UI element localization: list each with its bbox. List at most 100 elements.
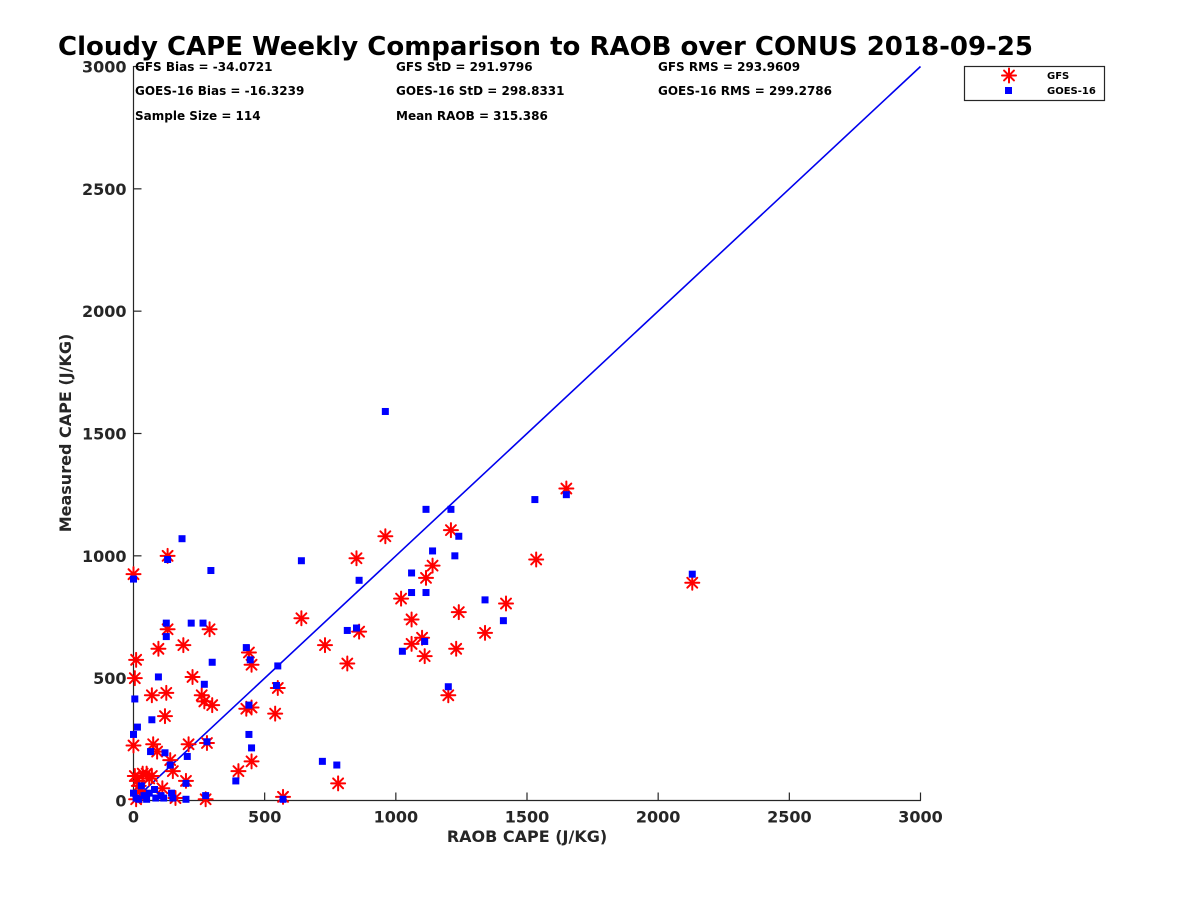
goes16-point: [187, 619, 195, 627]
goes16-point: [447, 505, 455, 513]
legend-gfs-label: GFS: [1047, 71, 1069, 82]
legend-goes16-label: GOES-16: [1047, 86, 1096, 97]
goes16-point: [147, 748, 155, 756]
goes16-point: [455, 532, 463, 540]
goes16-point: [208, 658, 216, 666]
y-tick-label: 0: [115, 792, 126, 811]
gfs-point: [267, 705, 284, 722]
gfs-point: [424, 557, 441, 574]
goes16-point: [531, 496, 539, 504]
gfs-point: [403, 635, 420, 652]
stat-gfs-rms: GFS RMS = 293.9609: [658, 60, 800, 74]
goes16-point: [408, 569, 416, 577]
legend-goes16-marker: [1005, 87, 1012, 94]
y-tick-label: 1500: [82, 425, 127, 444]
goes16-point: [274, 662, 282, 670]
stat-goes16-rms: GOES-16 RMS = 299.2786: [658, 84, 832, 98]
goes16-point: [279, 795, 287, 803]
goes16-point: [355, 576, 363, 584]
x-tick-label: 1000: [374, 808, 419, 827]
goes16-point: [451, 552, 459, 560]
goes16-point: [182, 779, 190, 787]
goes16-point: [481, 596, 489, 604]
goes16-point: [688, 570, 696, 578]
x-tick-label: 2500: [767, 808, 812, 827]
x-tick-label: 2000: [636, 808, 681, 827]
one-to-one-line: [132, 65, 922, 802]
stat-gfs-std: GFS StD = 291.9796: [396, 60, 533, 74]
goes16-point: [343, 626, 351, 634]
goes16-point: [242, 644, 250, 652]
goes16-point: [352, 624, 360, 632]
goes16-point: [499, 617, 507, 625]
goes16-point: [200, 680, 208, 688]
goes16-point: [245, 701, 253, 709]
stat-goes16-std: GOES-16 StD = 298.8331: [396, 84, 565, 98]
gfs-point: [442, 522, 459, 539]
goes16-point: [199, 619, 207, 627]
goes16-point: [422, 589, 430, 597]
gfs-point: [201, 621, 218, 638]
series-goes16-points: [130, 407, 696, 803]
goes16-point: [246, 656, 254, 664]
goes16-point: [152, 794, 160, 802]
gfs-point: [339, 655, 356, 672]
goes16-point: [202, 792, 210, 800]
goes16-point: [398, 647, 406, 655]
y-axis-label: Measured CAPE (J/KG): [56, 334, 75, 533]
gfs-point: [684, 574, 701, 591]
goes16-point: [166, 761, 174, 769]
goes16-point: [248, 744, 256, 752]
gfs-point: [128, 651, 145, 668]
gfs-point: [440, 687, 457, 704]
gfs-point: [330, 775, 347, 792]
gfs-point: [143, 768, 160, 785]
goes16-point: [135, 795, 143, 803]
gfs-point: [498, 595, 515, 612]
goes16-point: [422, 505, 430, 513]
x-tick-label: 1500: [505, 808, 550, 827]
gfs-point: [125, 737, 142, 754]
gfs-point: [158, 684, 175, 701]
gfs-point: [393, 590, 410, 607]
gfs-point: [175, 637, 192, 654]
goes16-point: [162, 619, 170, 627]
goes16-point: [333, 761, 341, 769]
gfs-point: [180, 736, 197, 753]
goes16-point: [421, 637, 429, 645]
reference-line: [132, 65, 922, 802]
y-tick-label: 3000: [82, 58, 127, 77]
goes16-point: [161, 749, 169, 757]
gfs-point: [243, 753, 260, 770]
goes16-point: [178, 535, 186, 543]
y-tick-label: 2500: [82, 180, 127, 199]
gfs-point: [403, 611, 420, 628]
goes16-point: [137, 782, 145, 790]
gfs-point: [204, 697, 221, 714]
gfs-point: [150, 640, 167, 657]
goes16-point: [130, 730, 137, 738]
goes16-point: [140, 792, 148, 800]
x-tick-label: 500: [248, 808, 281, 827]
goes16-point: [131, 695, 139, 703]
goes16-point: [148, 716, 156, 724]
y-tick-label: 2000: [82, 302, 127, 321]
y-ticks: 0 500 1000 1500 2000 2500 3000: [82, 58, 142, 811]
gfs-point: [184, 668, 201, 685]
goes16-point: [203, 738, 211, 746]
goes16-point: [444, 683, 452, 691]
goes16-point: [133, 723, 141, 731]
gfs-point: [143, 687, 160, 704]
goes16-point: [130, 575, 137, 583]
goes16-point: [297, 557, 305, 565]
gfs-point: [126, 670, 143, 687]
gfs-point: [416, 648, 433, 665]
y-tick-label: 1000: [82, 547, 127, 566]
stat-mean-raob: Mean RAOB = 315.386: [396, 109, 548, 123]
goes16-point: [169, 794, 177, 802]
goes16-point: [182, 795, 190, 803]
goes16-point: [272, 682, 280, 690]
goes16-point: [207, 567, 215, 575]
goes16-point: [162, 633, 170, 641]
